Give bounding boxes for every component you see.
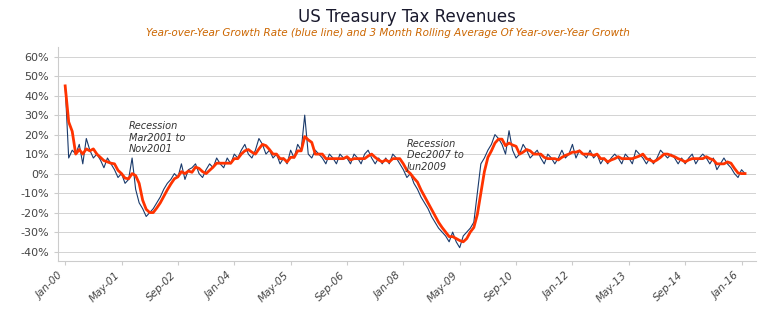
Text: Recession
Mar2001 to
Nov2001: Recession Mar2001 to Nov2001 bbox=[129, 121, 185, 154]
Text: Year-over-Year Growth Rate (blue line) and 3 Month Rolling Average Of Year-over-: Year-over-Year Growth Rate (blue line) a… bbox=[146, 28, 629, 39]
Text: Recession
Dec2007 to
Jun2009: Recession Dec2007 to Jun2009 bbox=[407, 138, 463, 172]
Title: US Treasury Tax Revenues: US Treasury Tax Revenues bbox=[298, 8, 516, 26]
